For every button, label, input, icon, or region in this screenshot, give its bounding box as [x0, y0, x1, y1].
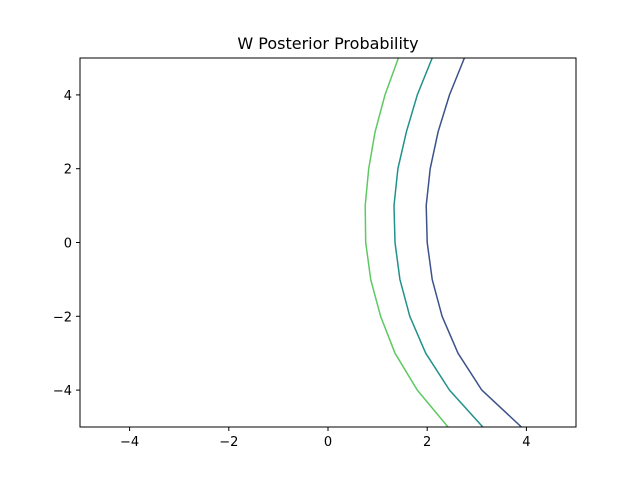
y-tick-label: −2 — [53, 310, 72, 325]
axis-ticks: −4 −2 0 2 4 −4 −2 0 2 4 — [53, 89, 531, 450]
contour-line-1 — [425, 58, 522, 427]
contour-lines — [364, 58, 522, 427]
y-tick-label: 0 — [64, 237, 72, 252]
y-tick-label: 2 — [64, 163, 72, 178]
x-tick-label: −2 — [219, 435, 238, 450]
plot-frame — [79, 57, 577, 428]
chart-title: W Posterior Probability — [237, 34, 418, 53]
x-tick-label: −4 — [120, 435, 139, 450]
y-tick-label: 4 — [64, 89, 72, 104]
y-tick-label: −4 — [53, 384, 72, 399]
x-tick-label: 4 — [522, 435, 530, 450]
x-tick-label: 0 — [324, 435, 332, 450]
contour-line-3 — [364, 58, 449, 427]
x-tick-label: 2 — [423, 435, 431, 450]
contour-line-2 — [393, 58, 484, 427]
